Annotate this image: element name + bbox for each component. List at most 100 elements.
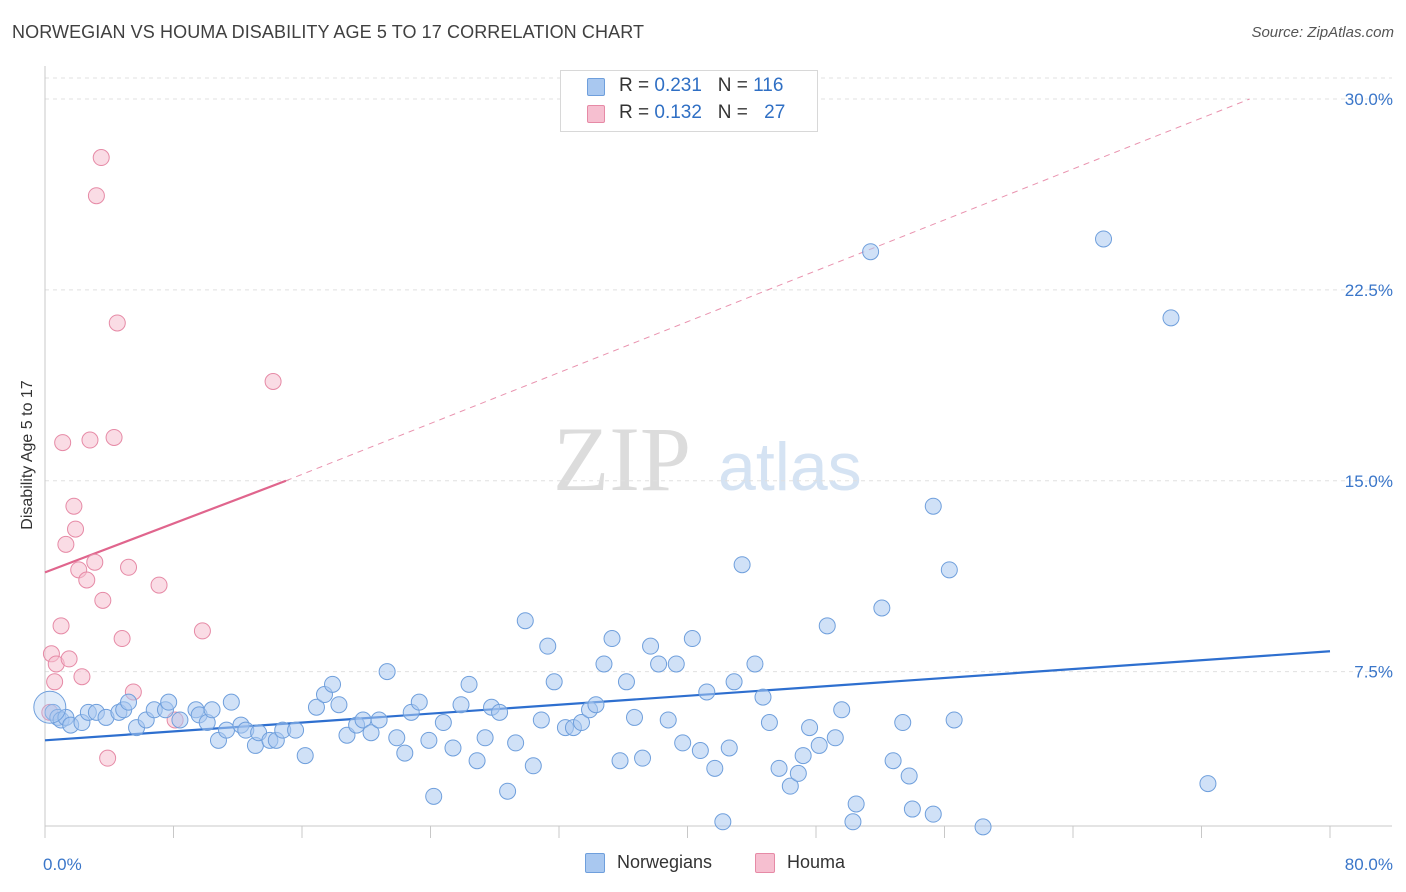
point-norwegians [434,714,452,732]
point-norwegians [659,711,677,729]
point-norwegians [691,742,709,760]
point-norwegians [940,561,958,579]
point-norwegians [847,795,865,813]
point-norwegians [516,612,534,630]
point-norwegians [33,690,67,724]
point-houma [99,749,117,767]
point-norwegians [1095,230,1113,248]
point-norwegians [460,675,478,693]
point-norwegians [491,703,509,721]
point-houma [87,187,105,205]
point-norwegians [1199,775,1217,793]
point-norwegians [810,736,828,754]
point-norwegians [378,663,396,681]
point-norwegians [746,655,764,673]
point-norwegians [974,818,992,836]
y-tick-label: 7.5% [1354,663,1393,682]
point-norwegians [725,673,743,691]
point-norwegians [894,714,912,732]
point-norwegians [595,655,613,673]
r-value: 0.231 [654,75,702,96]
point-norwegians [801,719,819,737]
point-norwegians [833,701,851,719]
point-norwegians [634,749,652,767]
grid-lines [45,77,1392,673]
legend-swatch-pink [587,105,605,123]
source-label: Source: ZipAtlas.com [1251,24,1394,41]
point-norwegians [650,655,668,673]
point-norwegians [720,739,738,757]
x-tick-label: 0.0% [43,855,82,874]
point-houma [57,535,75,553]
point-norwegians [714,813,732,831]
point-norwegians [873,599,891,617]
point-norwegians [760,714,778,732]
point-norwegians [754,688,772,706]
x-tick-label: 80.0% [1345,855,1393,874]
point-norwegians [826,729,844,747]
point-norwegians [770,759,788,777]
trend-line-houma-extension [285,98,1250,482]
point-norwegians [587,696,605,714]
point-norwegians [924,805,942,823]
point-norwegians [410,693,428,711]
point-norwegians [611,752,629,770]
watermark: ZIP atlas [553,408,862,510]
point-norwegians [120,693,138,711]
point-houma [92,149,110,167]
point-norwegians [900,767,918,785]
point-norwegians [524,757,542,775]
r-label: R = [619,75,655,96]
tick-labels: 7.5% 15.0% 22.5% 30.0% 0.0% 80.0% [43,90,1393,874]
point-norwegians [884,752,902,770]
point-norwegians [794,747,812,765]
point-norwegians [733,556,751,574]
point-houma [264,372,282,390]
point-norwegians [296,747,314,765]
point-norwegians [499,782,517,800]
point-houma [150,576,168,594]
point-norwegians [171,711,189,729]
point-norwegians [218,721,236,739]
point-norwegians [287,721,305,739]
point-norwegians [572,714,590,732]
point-houma [193,622,211,640]
point-norwegians [698,683,716,701]
legend-swatch-blue [585,853,605,873]
watermark-atlas: atlas [718,429,862,505]
point-norwegians [642,637,660,655]
r-label: R = [619,102,655,123]
point-norwegians [203,701,221,719]
point-norwegians [706,759,724,777]
point-norwegians [789,764,807,782]
point-houma [78,571,96,589]
point-houma [94,591,112,609]
point-norwegians [683,630,701,648]
point-houma [108,314,126,332]
legend-swatch-pink [755,853,775,873]
point-norwegians [476,729,494,747]
n-label: N = [717,75,754,96]
point-houma [65,497,83,515]
point-norwegians [324,675,342,693]
point-norwegians [862,243,880,261]
point-norwegians [388,729,406,747]
point-norwegians [507,734,525,752]
legend-swatch-blue [587,78,605,96]
point-norwegians [532,711,550,729]
n-value: 27 [764,102,786,123]
y-tick-label: 15.0% [1345,472,1393,491]
point-norwegians [420,731,438,749]
point-norwegians [396,744,414,762]
point-norwegians [222,693,240,711]
point-norwegians [468,752,486,770]
stats-legend: R = 0.231 N = 116 R = 0.132 N = 27 [560,70,818,132]
y-tick-label: 22.5% [1345,281,1393,300]
point-houma [52,617,70,635]
data-points [33,149,1217,836]
point-norwegians [903,800,921,818]
point-houma [86,553,104,571]
point-houma [60,650,78,668]
point-norwegians [370,711,388,729]
